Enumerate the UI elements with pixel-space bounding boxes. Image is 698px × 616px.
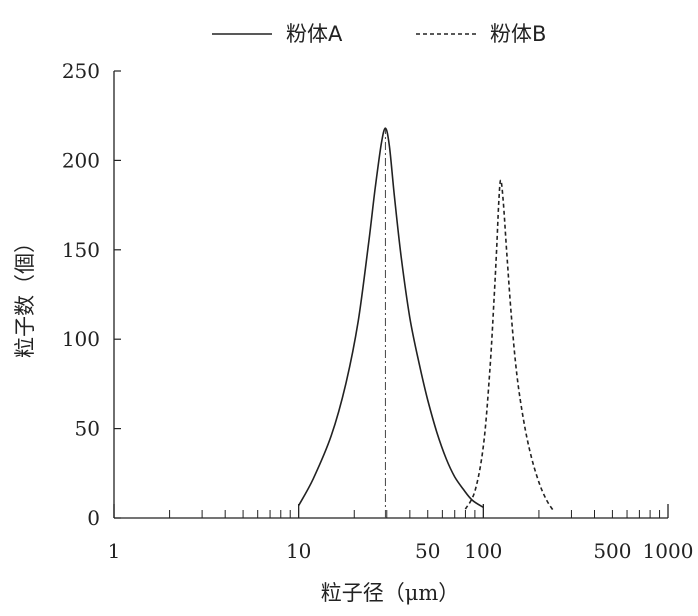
x-tick-label: 50 bbox=[415, 539, 440, 563]
axes: 0 50 100 150 200 250 1 10 50 100 500 1000 bbox=[62, 59, 694, 563]
legend-label-b: 粉体B bbox=[490, 22, 546, 46]
x-tick-label: 100 bbox=[464, 539, 502, 563]
y-tick-label: 150 bbox=[62, 238, 100, 262]
series-line-a bbox=[297, 127, 484, 508]
y-axis-title: 粒子数（個） bbox=[13, 232, 37, 358]
y-tick-label: 250 bbox=[62, 59, 100, 83]
series-line-b bbox=[464, 179, 555, 512]
legend: 粉体A 粉体B bbox=[212, 22, 546, 46]
x-axis-title: 粒子径（μm） bbox=[321, 581, 460, 605]
x-tick-label: 10 bbox=[286, 539, 311, 563]
plot-area bbox=[297, 127, 555, 518]
x-tick-label: 1000 bbox=[643, 539, 694, 563]
y-tick-label: 50 bbox=[75, 417, 100, 441]
y-tick-label: 200 bbox=[62, 148, 100, 172]
x-tick-label: 500 bbox=[593, 539, 631, 563]
x-tick-label: 1 bbox=[108, 539, 121, 563]
legend-label-a: 粉体A bbox=[286, 22, 343, 46]
y-tick-label: 100 bbox=[62, 327, 100, 351]
y-tick-label: 0 bbox=[87, 506, 100, 530]
